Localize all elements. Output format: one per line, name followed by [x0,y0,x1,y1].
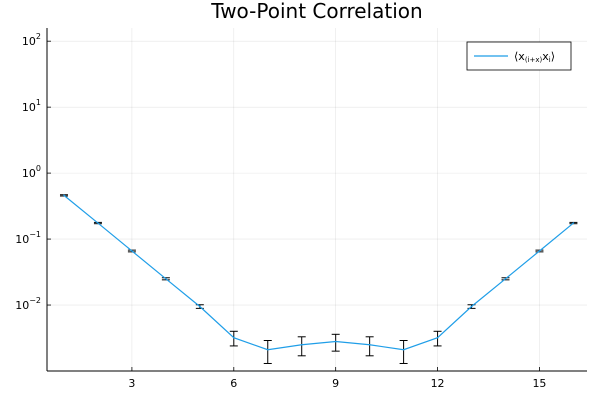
y-tick-base: 10 [22,35,36,48]
data-point [572,222,575,224]
y-tick-exp: 2 [36,32,41,41]
data-point [63,194,65,197]
x-ticks: 3 6 9 12 15 [128,367,546,390]
legend-label-main: ⟨x [514,50,525,63]
data-point [97,222,99,224]
data-point [402,348,405,351]
y-tick-label: 10−2 [15,296,41,312]
y-tick-label: 100 [22,164,41,180]
x-tick-label: 15 [532,377,546,390]
x-tick-label: 6 [230,377,237,390]
data-point [165,277,167,280]
legend-label-end: x [542,50,549,63]
y-tick-base: 10 [15,299,29,312]
y-tick-label: 102 [22,32,41,48]
data-point [368,343,371,346]
error-bar [297,336,306,357]
data-point [470,305,473,308]
y-tick-base: 10 [15,233,29,246]
error-bars [59,194,578,364]
legend-label-sub: (i+x) [525,56,543,64]
y-tick-exp: −2 [29,296,41,305]
data-point [334,340,337,343]
data-point [300,343,303,346]
y-tick-exp: 0 [36,164,41,173]
series-line [63,194,574,351]
chart-title: Two-Point Correlation [210,0,422,23]
y-tick-label: 10−1 [15,230,41,246]
y-tick-exp: 1 [36,98,41,107]
legend: ⟨x(i+x)xi⟩ [466,41,572,71]
data-point [504,277,507,280]
y-tick-base: 10 [22,101,36,114]
x-tick-label: 12 [431,377,445,390]
error-bar [433,330,442,347]
legend-label: ⟨x(i+x)xi⟩ [514,50,555,64]
error-bar [365,336,374,357]
data-point [266,348,269,351]
error-bar [331,333,340,352]
legend-label-sub2: i [549,56,551,64]
legend-label-close: ⟩ [551,50,555,63]
data-point [436,336,439,339]
axes [46,28,587,372]
data-point [131,250,133,252]
data-point [538,250,541,252]
y-tick-base: 10 [22,167,36,180]
y-tick-label: 101 [22,98,41,114]
error-bar [229,330,238,347]
y-tick-exp: −1 [29,230,41,239]
x-tick-label: 3 [128,377,135,390]
grid [47,28,587,371]
error-bar [399,339,408,364]
x-tick-label: 9 [332,377,339,390]
error-bar [263,339,272,364]
data-point [232,336,235,339]
data-point [199,305,201,308]
series [63,194,575,351]
